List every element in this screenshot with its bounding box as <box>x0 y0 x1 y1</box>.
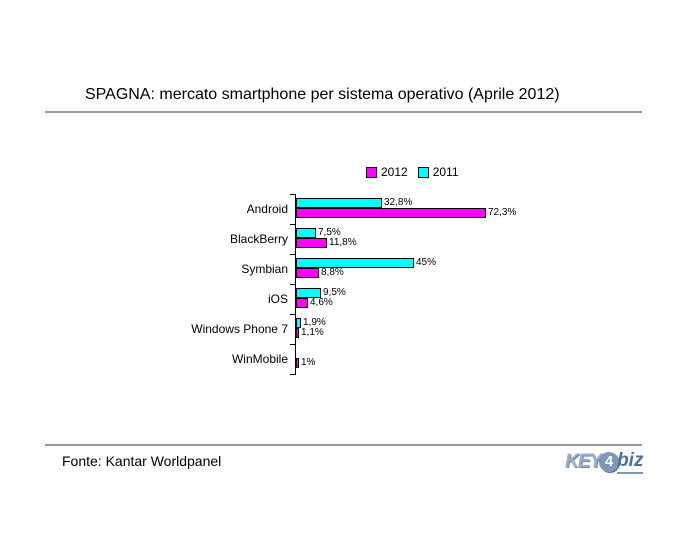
axis-tick <box>290 374 296 375</box>
legend-item-2011: 2011 <box>417 165 459 179</box>
bar-2012-ios <box>296 298 308 308</box>
value-label-2012: 1,1% <box>301 327 324 338</box>
logo-key-text: KEY <box>565 451 602 472</box>
axis-tick <box>290 224 296 225</box>
bar-2012-windows-phone-7 <box>296 328 299 338</box>
bar-plot: Android 32,8% 72,3% BlackBerry 7,5% 11,8% Symb… <box>0 194 700 380</box>
bar-2012-android <box>296 208 486 218</box>
legend-swatch-2011 <box>417 166 429 178</box>
bar-2012-symbian <box>296 268 319 278</box>
axis-tick <box>290 194 296 195</box>
axis-tick <box>290 254 296 255</box>
value-label-2011: 45% <box>416 257 437 268</box>
value-label-2012: 1% <box>301 357 316 368</box>
axis-tick <box>290 284 296 285</box>
legend-swatch-2012 <box>366 166 377 178</box>
axis-tick <box>290 344 296 345</box>
category-label-blackberry: BlackBerry <box>229 232 288 246</box>
logo-four-badge: 4 <box>599 452 620 472</box>
legend-label: 2012 <box>381 165 408 179</box>
title-divider <box>45 111 642 113</box>
value-label-2011: 1,9% <box>303 317 326 328</box>
value-label-2011: 32,8% <box>384 197 413 208</box>
category-label-symbian: Symbian <box>241 262 288 276</box>
logo-biz-text: biz <box>617 450 644 474</box>
axis-tick <box>290 314 296 315</box>
value-label-2012: 4,6% <box>310 297 333 308</box>
value-label-2011: 7,5% <box>318 227 341 238</box>
value-label-2012: 72,3% <box>488 207 517 218</box>
chart-title: SPAGNA: mercato smartphone per sistema o… <box>85 86 560 103</box>
bar-2011-blackberry <box>296 228 316 238</box>
category-label-windows-phone-7: Windows Phone 7 <box>191 322 288 336</box>
value-label-2012: 8,8% <box>321 267 344 278</box>
bar-2012-winmobile <box>296 358 299 368</box>
category-label-android: Android <box>246 202 288 216</box>
bar-2011-android <box>296 198 382 208</box>
category-label-ios: iOS <box>267 292 288 306</box>
legend-item-2012: 2012 <box>366 166 408 178</box>
key4biz-logo: KEY 4 biz <box>565 449 644 475</box>
legend-label: 2011 <box>432 165 459 179</box>
bar-2012-blackberry <box>296 238 327 248</box>
category-label-winmobile: WinMobile <box>231 352 288 366</box>
bar-2011-windows-phone-7 <box>296 318 301 328</box>
bar-2011-symbian <box>296 258 414 268</box>
value-label-2012: 11,8% <box>329 237 357 248</box>
source-text: Fonte: Kantar Worldpanel <box>62 453 222 469</box>
footer-divider <box>45 444 642 446</box>
chart-legend: 2012 2011 <box>366 166 459 178</box>
bar-2011-ios <box>296 288 321 298</box>
value-label-2011: 9,5% <box>323 287 346 298</box>
